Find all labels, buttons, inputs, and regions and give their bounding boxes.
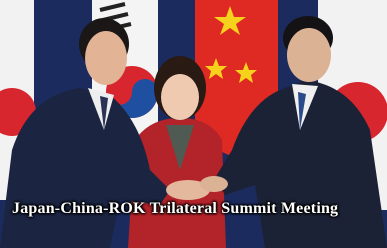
person-left-face bbox=[85, 31, 127, 85]
page: {"caption": "Japan-China-ROK Trilateral … bbox=[0, 0, 387, 248]
person-center-face bbox=[161, 74, 199, 120]
hands bbox=[200, 176, 228, 192]
caption: Japan-China-ROK Trilateral Summit Meetin… bbox=[12, 197, 342, 220]
body: Japan-China-ROK Trilateral Summit Meetin… bbox=[0, 0, 387, 248]
person-right-face bbox=[287, 28, 331, 82]
photo: Japan-China-ROK Trilateral Summit Meetin… bbox=[0, 0, 387, 248]
